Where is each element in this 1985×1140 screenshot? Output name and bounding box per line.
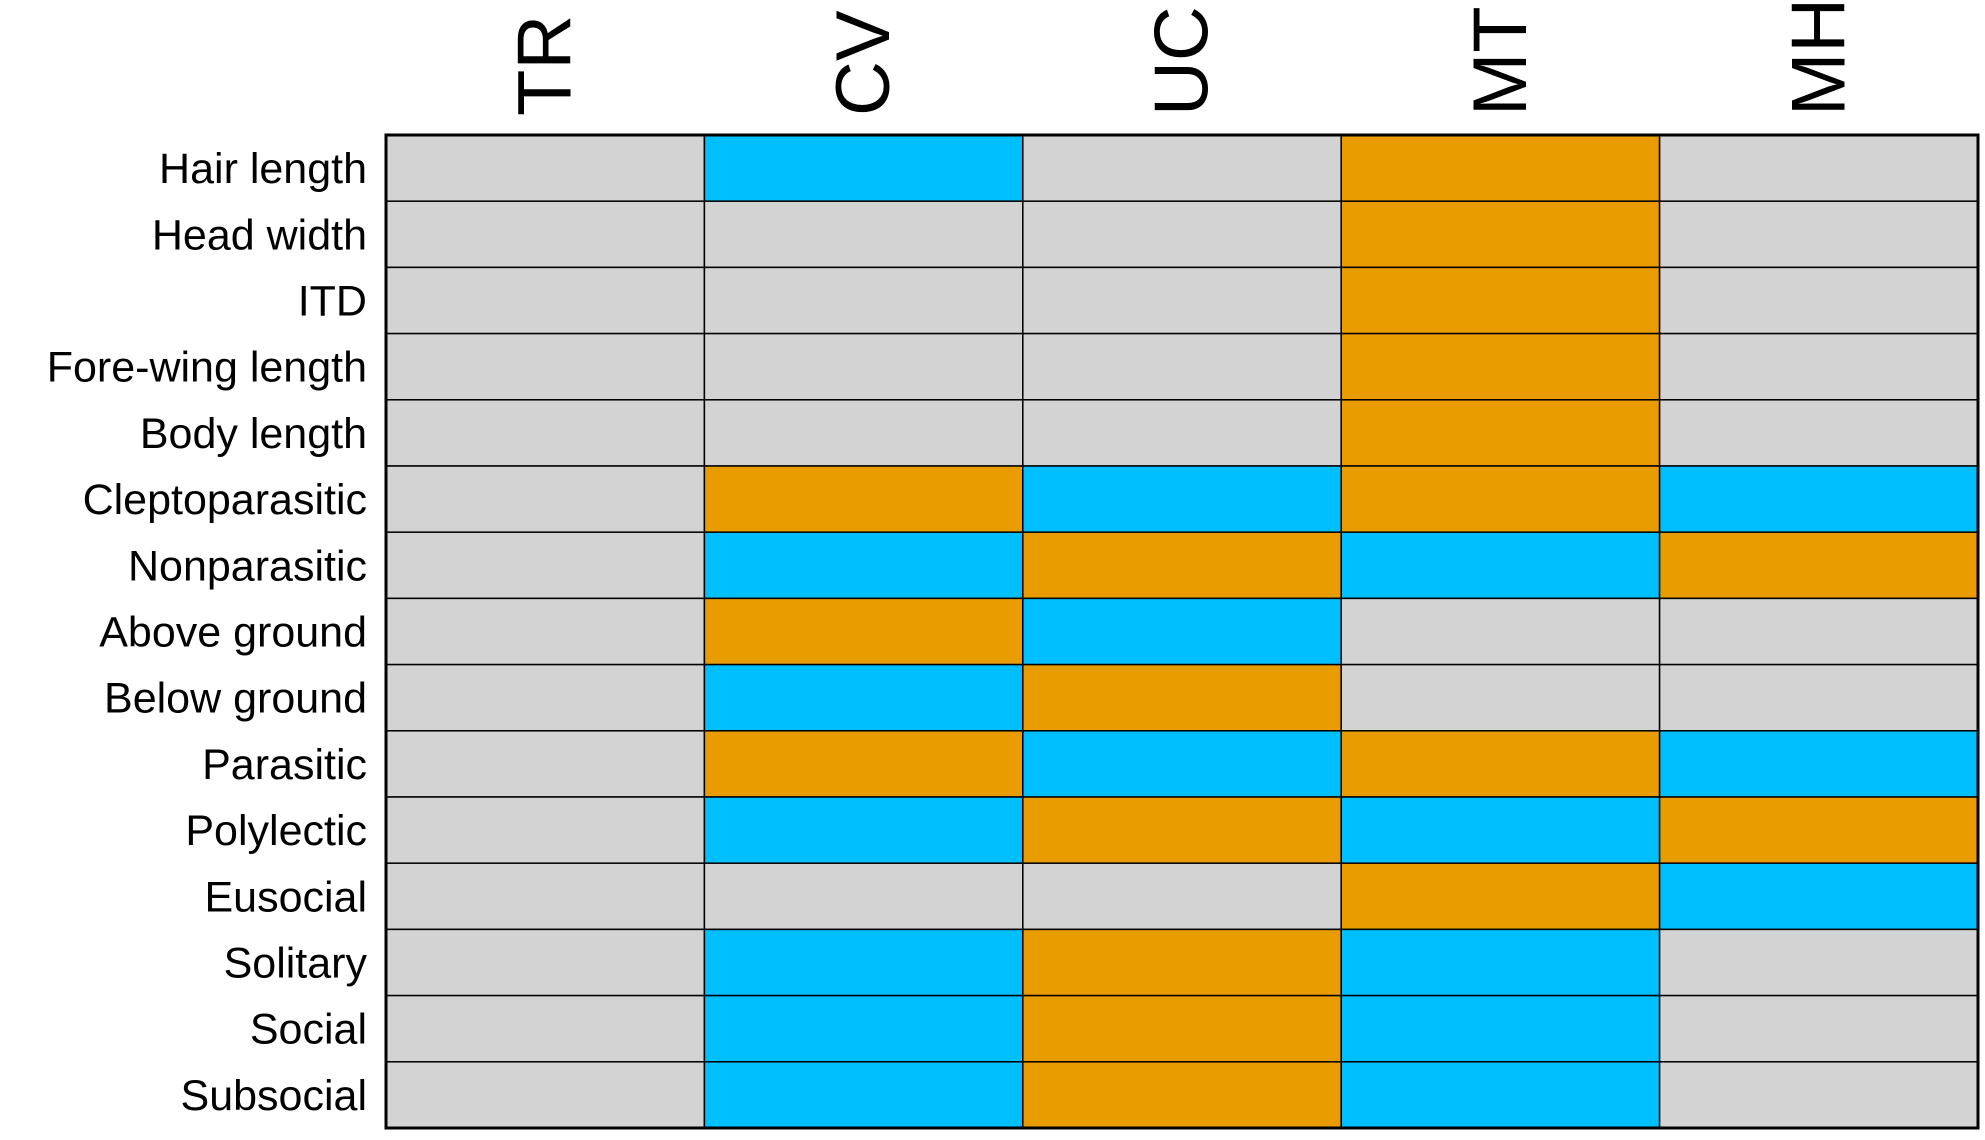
row-label: ITD bbox=[298, 278, 367, 326]
heatmap-cell bbox=[385, 663, 706, 732]
heatmap-cell bbox=[1340, 266, 1661, 335]
heatmap-cell bbox=[1340, 531, 1661, 600]
heatmap-cell bbox=[703, 200, 1024, 269]
heatmap-cell bbox=[1340, 465, 1661, 533]
heatmap-cell bbox=[1022, 332, 1342, 401]
column-label: TR bbox=[503, 15, 588, 116]
row-label: Below ground bbox=[104, 675, 367, 723]
heatmap-cell bbox=[1658, 730, 1979, 798]
heatmap-cell bbox=[385, 200, 706, 269]
heatmap-cell bbox=[385, 862, 706, 931]
heatmap-cell bbox=[385, 796, 706, 864]
row-label: Nonparasitic bbox=[128, 542, 367, 590]
heatmap-cell bbox=[1022, 465, 1342, 533]
heatmap-cell bbox=[1340, 663, 1661, 732]
heatmap-cell bbox=[1340, 994, 1661, 1063]
column-label: MH bbox=[1776, 0, 1861, 116]
heatmap-cell bbox=[703, 134, 1024, 202]
heatmap-cell bbox=[385, 332, 706, 401]
row-label: Fore-wing length bbox=[47, 344, 367, 392]
heatmap-cell bbox=[1658, 994, 1979, 1063]
row-label: Cleptoparasitic bbox=[83, 476, 367, 524]
heatmap-frame bbox=[384, 133, 1980, 1130]
heatmap-cell bbox=[703, 266, 1024, 335]
heatmap-cell bbox=[703, 928, 1024, 997]
heatmap-cell bbox=[1658, 134, 1979, 202]
heatmap-cell bbox=[1340, 1061, 1661, 1129]
heatmap-cell bbox=[1022, 928, 1342, 997]
heatmap-cell bbox=[703, 531, 1024, 600]
heatmap-cell bbox=[385, 994, 706, 1063]
heatmap-cell bbox=[703, 994, 1024, 1063]
heatmap-cell bbox=[1658, 663, 1979, 732]
heatmap-cell bbox=[1658, 1061, 1979, 1129]
heatmap-cell bbox=[385, 266, 706, 335]
heatmap-cell bbox=[385, 531, 706, 600]
row-label: Subsocial bbox=[181, 1072, 367, 1120]
heatmap-cell bbox=[1658, 200, 1979, 269]
heatmap-cell bbox=[1022, 531, 1342, 600]
row-label: Social bbox=[250, 1006, 367, 1054]
heatmap-cell bbox=[703, 399, 1024, 467]
heatmap-cell bbox=[1340, 332, 1661, 401]
row-label: Parasitic bbox=[202, 741, 367, 789]
column-label: MT bbox=[1458, 6, 1543, 116]
heatmap-cell bbox=[385, 928, 706, 997]
heatmap-cell bbox=[1022, 663, 1342, 732]
heatmap-cell bbox=[385, 730, 706, 798]
heatmap-cell bbox=[385, 1061, 706, 1129]
row-label: Body length bbox=[140, 410, 367, 458]
heatmap-cell bbox=[1658, 597, 1979, 666]
heatmap-cell bbox=[1340, 597, 1661, 666]
heatmap-cell bbox=[1658, 928, 1979, 997]
row-label: Eusocial bbox=[204, 873, 367, 921]
heatmap-cell bbox=[703, 1061, 1024, 1129]
heatmap-cell bbox=[1340, 796, 1661, 864]
heatmap-cell bbox=[1658, 796, 1979, 864]
heatmap-cell bbox=[703, 730, 1024, 798]
heatmap-cell bbox=[1340, 134, 1661, 202]
heatmap-cell bbox=[1658, 862, 1979, 931]
heatmap-cell bbox=[1022, 796, 1342, 864]
heatmap-cell bbox=[703, 663, 1024, 732]
heatmap-cell bbox=[1340, 862, 1661, 931]
heatmap-cell bbox=[385, 399, 706, 467]
heatmap-cell bbox=[1658, 332, 1979, 401]
row-label: Hair length bbox=[159, 145, 367, 193]
heatmap-cell bbox=[1022, 1061, 1342, 1129]
heatmap-cell bbox=[703, 796, 1024, 864]
heatmap-cell bbox=[703, 597, 1024, 666]
row-label: Polylectic bbox=[185, 807, 367, 855]
heatmap-cell bbox=[703, 465, 1024, 533]
heatmap-cell bbox=[1022, 134, 1342, 202]
row-label: Solitary bbox=[224, 940, 368, 988]
heatmap-cell bbox=[1340, 730, 1661, 798]
row-label: Above ground bbox=[99, 609, 367, 657]
heatmap-cell bbox=[385, 465, 706, 533]
heatmap-cell bbox=[1022, 862, 1342, 931]
heatmap-cell bbox=[1658, 531, 1979, 600]
heatmap-cell bbox=[1022, 200, 1342, 269]
row-label: Head width bbox=[152, 211, 367, 259]
heatmap-cell bbox=[1022, 994, 1342, 1063]
heatmap-cell bbox=[1340, 928, 1661, 997]
heatmap-cell bbox=[1022, 399, 1342, 467]
column-label: CV bbox=[821, 10, 906, 116]
heatmap-cell bbox=[1022, 597, 1342, 666]
heatmap-cell bbox=[1658, 266, 1979, 335]
heatmap-cell bbox=[703, 332, 1024, 401]
heatmap-cell bbox=[1340, 399, 1661, 467]
heatmap-cell bbox=[1022, 266, 1342, 335]
heatmap-cell bbox=[1658, 465, 1979, 533]
heatmap-cell bbox=[1340, 200, 1661, 269]
heatmap-cell bbox=[1658, 399, 1979, 467]
heatmap-cell bbox=[1022, 730, 1342, 798]
heatmap-cell bbox=[385, 597, 706, 666]
heatmap-cell bbox=[385, 134, 706, 202]
column-label: UC bbox=[1140, 6, 1225, 116]
heatmap-cell bbox=[703, 862, 1024, 931]
